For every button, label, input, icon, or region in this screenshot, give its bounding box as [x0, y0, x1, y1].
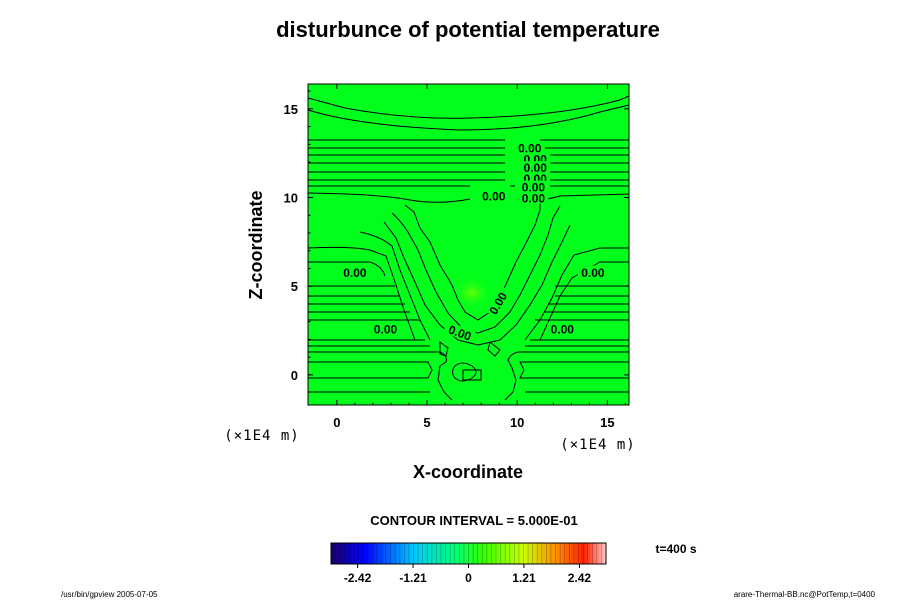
- contour-label-group: 0.00: [520, 161, 551, 175]
- contour-line: [307, 246, 629, 341]
- colorbar-tick-label: 1.21: [512, 571, 536, 585]
- y-tick-label: 15: [284, 102, 298, 117]
- y-tick-label: 5: [291, 279, 298, 294]
- contour-line: [383, 221, 571, 346]
- contour-label: 0.00: [524, 161, 548, 175]
- contour-label: 0.00: [522, 191, 546, 205]
- warm-anomaly: [452, 276, 492, 310]
- contour-line: [308, 361, 629, 379]
- time-label: t=400 s: [655, 542, 696, 556]
- colorbar-tick-label: -2.42: [344, 571, 372, 585]
- contour-label-group: 0.00: [547, 322, 578, 337]
- plot-area: 0.000.000.000.000.000.000.000.00 0.000.00…: [284, 83, 630, 430]
- contour-label-bg: [514, 141, 545, 154]
- colorbar-ticks: -2.42 -1.21 0 1.21 2.42: [344, 564, 592, 585]
- contour-label-bg: [370, 322, 401, 335]
- contour-line: [308, 261, 386, 277]
- contour-label-group: 0.00: [577, 265, 608, 280]
- contour-label-bg: [577, 265, 608, 278]
- plot-background: [308, 84, 629, 405]
- colorbar-gradient: [331, 543, 606, 564]
- contour-label-bg: [486, 285, 512, 318]
- contour-label-group: 0.00: [478, 189, 509, 204]
- contour-line: [308, 351, 629, 401]
- contour-labels: 0.000.000.000.000.000.000.000.00 0.000.00…: [339, 141, 608, 344]
- x-tick-label: 0: [333, 415, 340, 430]
- contour-label-group: 0.00: [370, 322, 401, 337]
- y-tick-label: 10: [284, 191, 298, 206]
- contour-interval: CONTOUR INTERVAL = 5.000E-01: [370, 513, 577, 528]
- x-axis-label: X-coordinate: [413, 462, 523, 482]
- chart-title: disturbunce of potential temperature: [276, 17, 660, 42]
- x-tick-label: 15: [600, 415, 614, 430]
- contour-label-group: 0.00: [339, 265, 370, 280]
- contour-label-bg: [520, 161, 551, 174]
- contour-label: 0.00: [522, 181, 546, 195]
- contour-label: 0.00: [581, 266, 605, 280]
- contour-label-bg: [478, 189, 509, 202]
- footer-command: /usr/bin/gpview 2005-07-05: [61, 590, 158, 599]
- contour-line: [487, 341, 501, 357]
- y-tick-label: 0: [291, 368, 298, 383]
- contour-line: [452, 362, 477, 382]
- x-tick-label: 5: [423, 415, 430, 430]
- contour-line: [462, 369, 482, 381]
- x-unit-label: (×1E4 m): [224, 428, 299, 444]
- contour-line: [391, 205, 561, 334]
- axis-ticks: 0 5 10 15 0 5 10 15: [284, 84, 629, 430]
- footer-source: arare-Thermal-BB.nc@PotTemp,t=0400: [734, 590, 876, 599]
- colorbar-stripes: [335, 543, 602, 564]
- contour-line: [404, 198, 541, 321]
- colorbar-tick-label: 0: [465, 571, 472, 585]
- contour-label: 0.00: [343, 266, 367, 280]
- contour-label: 0.00: [374, 323, 398, 337]
- y-unit-label: (×1E4 m): [560, 437, 635, 453]
- contour-label-bg: [443, 321, 476, 343]
- contour-label-bg: [518, 191, 549, 204]
- contour-line: [439, 341, 449, 357]
- contour-line: [307, 95, 630, 119]
- colorbar: -2.42 -1.21 0 1.21 2.42: [330, 542, 607, 585]
- contour-label: 0.00: [482, 190, 506, 204]
- y-axis-label: Z-coordinate: [246, 190, 266, 299]
- contour-label: 0.00: [551, 323, 575, 337]
- contour-label-group: 0.00: [514, 141, 545, 156]
- colorbar-tick-label: -1.21: [399, 571, 427, 585]
- plot-frame: [307, 83, 630, 406]
- contour-label: 0.00: [518, 142, 542, 156]
- contour-line: [307, 104, 630, 131]
- x-tick-label: 10: [510, 415, 524, 430]
- contour-lines: [307, 95, 630, 401]
- contour-label-bg: [518, 180, 549, 193]
- contour-label-bg: [339, 265, 370, 278]
- contour-label-bg: [547, 322, 578, 335]
- contour-label-group: 0.00: [518, 180, 549, 195]
- contour-label-group: 0.00: [518, 191, 549, 205]
- colorbar-tick-label: 2.42: [568, 571, 592, 585]
